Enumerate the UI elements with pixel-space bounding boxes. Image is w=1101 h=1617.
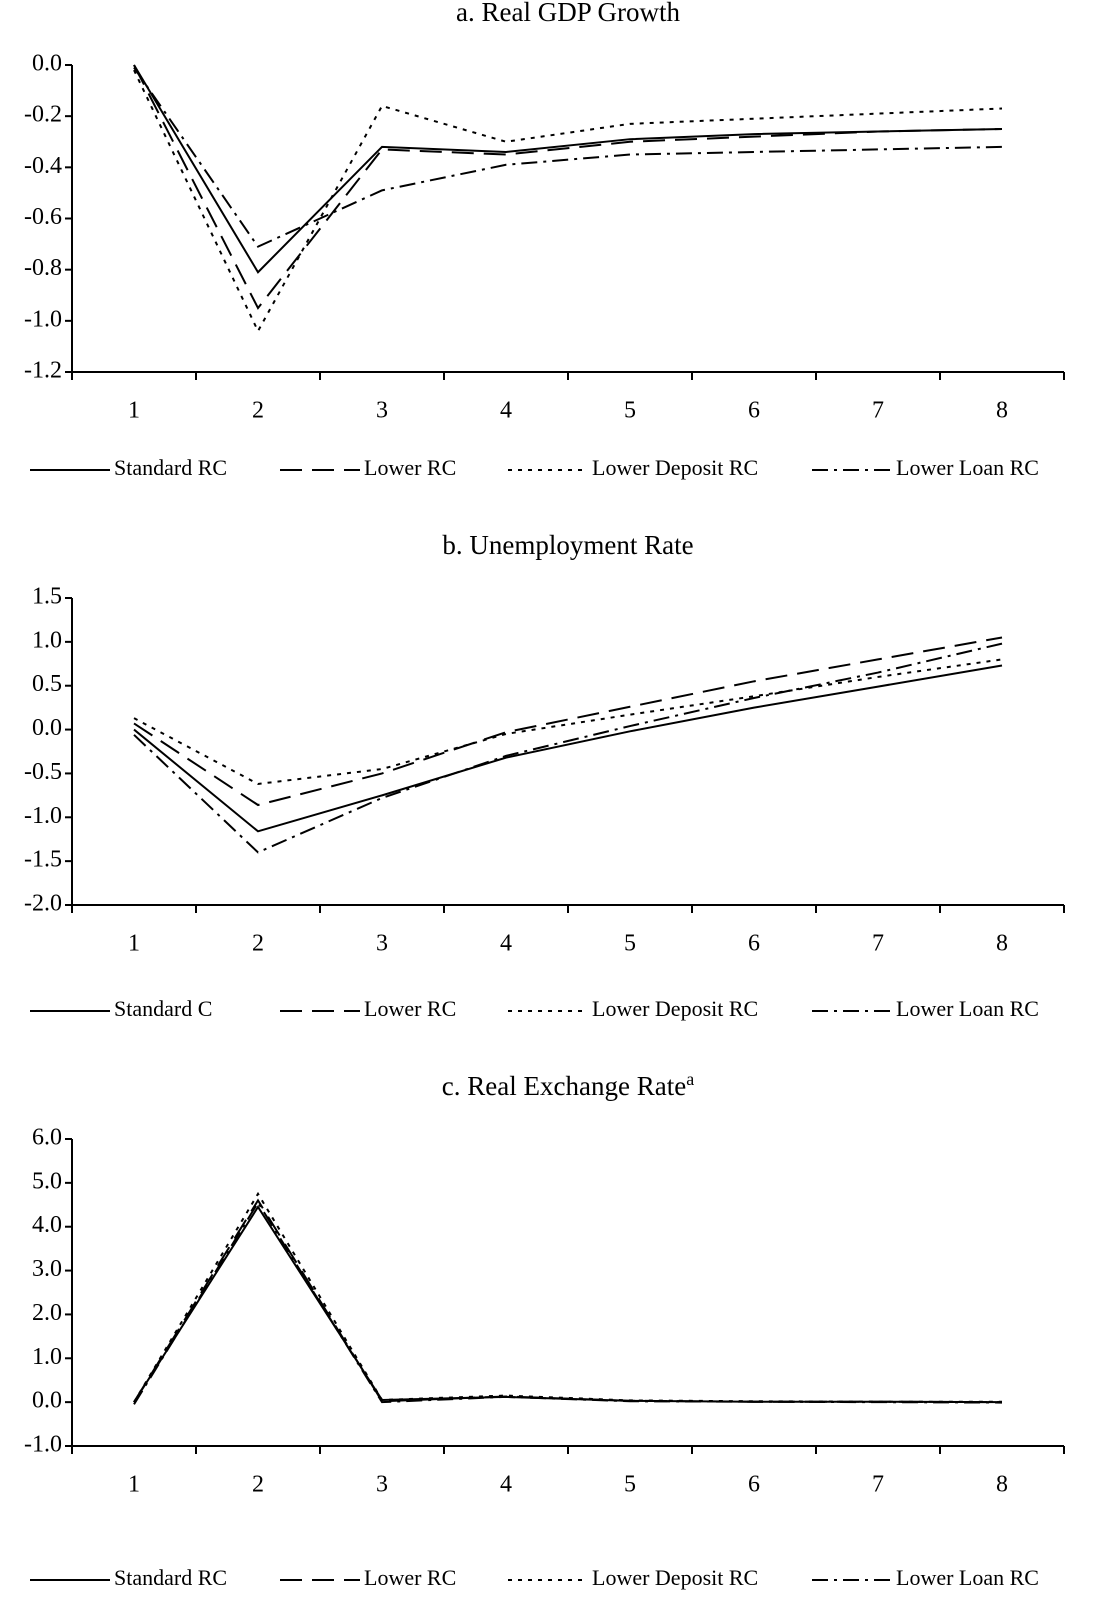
x-tick-label: 7 — [872, 931, 884, 957]
y-tick-label: 1.0 — [32, 627, 62, 653]
series-line — [133, 1198, 1003, 1404]
y-tick-label: -1.0 — [24, 306, 62, 332]
x-tick-label: 6 — [748, 398, 760, 424]
y-tick-label: 0.5 — [32, 671, 62, 697]
y-tick-label: -0.6 — [24, 204, 62, 230]
series-line — [133, 636, 1003, 807]
series-line — [133, 1200, 1003, 1405]
x-tick-label: 5 — [624, 931, 636, 957]
legend-label: Standard RC — [114, 1565, 227, 1590]
chart-title: a. Real GDP Growth — [456, 0, 680, 27]
y-tick-label: 6.0 — [32, 1125, 62, 1151]
series-line — [133, 1191, 1002, 1403]
y-tick-label: -1.5 — [24, 847, 62, 873]
legend-label: Standard C — [114, 996, 212, 1021]
y-tick-label: -1.2 — [24, 358, 62, 384]
legend-label: Lower Loan RC — [896, 1565, 1039, 1590]
series-line — [133, 642, 1003, 854]
x-tick-label: 3 — [376, 1472, 388, 1498]
x-tick-label: 2 — [252, 398, 264, 424]
y-tick-label: -2.0 — [24, 891, 62, 917]
x-tick-label: 7 — [872, 1472, 884, 1498]
legend-label: Lower RC — [364, 1565, 456, 1590]
x-tick-label: 5 — [624, 398, 636, 424]
y-tick-label: 0.0 — [32, 1388, 62, 1414]
x-tick-label: 4 — [500, 931, 512, 957]
x-tick-label: 2 — [252, 931, 264, 957]
legend-label: Lower Loan RC — [896, 996, 1039, 1021]
x-tick-label: 1 — [128, 931, 140, 957]
y-tick-label: 0.0 — [32, 715, 62, 741]
x-tick-label: 1 — [128, 398, 140, 424]
series-line — [133, 664, 1003, 833]
series-line — [133, 66, 1003, 248]
series-line — [133, 658, 1003, 785]
y-tick-label: -0.5 — [24, 759, 62, 785]
x-tick-label: 4 — [500, 1472, 512, 1498]
legend-label: Standard RC — [114, 455, 227, 480]
x-tick-label: 5 — [624, 1472, 636, 1498]
y-tick-label: 1.5 — [32, 584, 62, 610]
x-tick-label: 8 — [996, 1472, 1008, 1498]
chart-title: c. Real Exchange Ratea — [442, 1069, 694, 1101]
y-tick-label: -0.2 — [24, 102, 62, 128]
y-tick-label: -1.0 — [24, 803, 62, 829]
x-tick-label: 6 — [748, 1472, 760, 1498]
x-tick-label: 1 — [128, 1472, 140, 1498]
x-tick-label: 3 — [376, 398, 388, 424]
legend-label: Lower Deposit RC — [592, 455, 758, 480]
x-tick-label: 4 — [500, 398, 512, 424]
series-line — [133, 1205, 1003, 1404]
title-text: a. Real GDP Growth — [456, 0, 680, 27]
title-text: c. Real Exchange Rate — [442, 1071, 686, 1101]
x-tick-label: 3 — [376, 931, 388, 957]
x-tick-label: 8 — [996, 398, 1008, 424]
title-superscript: a — [686, 1069, 694, 1089]
y-tick-label: 0.0 — [32, 51, 62, 77]
y-tick-label: -0.8 — [24, 255, 62, 281]
title-text: b. Unemployment Rate — [442, 530, 693, 560]
x-tick-label: 7 — [872, 398, 884, 424]
series-line — [133, 64, 1003, 274]
legend-label: Lower RC — [364, 996, 456, 1021]
y-tick-label: 2.0 — [32, 1300, 62, 1326]
legend-label: Lower Deposit RC — [592, 1565, 758, 1590]
legend-label: Lower RC — [364, 455, 456, 480]
series-line — [133, 69, 1003, 334]
x-tick-label: 6 — [748, 931, 760, 957]
series-line — [133, 64, 1003, 310]
y-tick-label: -0.4 — [24, 153, 62, 179]
legend-label: Lower Deposit RC — [592, 996, 758, 1021]
y-tick-label: -1.0 — [24, 1432, 62, 1458]
legend-label: Lower Loan RC — [896, 455, 1039, 480]
x-tick-label: 2 — [252, 1472, 264, 1498]
chart-title: b. Unemployment Rate — [442, 530, 693, 560]
x-tick-label: 8 — [996, 931, 1008, 957]
y-tick-label: 5.0 — [32, 1168, 62, 1194]
y-tick-label: 3.0 — [32, 1256, 62, 1282]
y-tick-label: 4.0 — [32, 1212, 62, 1238]
y-tick-label: 1.0 — [32, 1344, 62, 1370]
